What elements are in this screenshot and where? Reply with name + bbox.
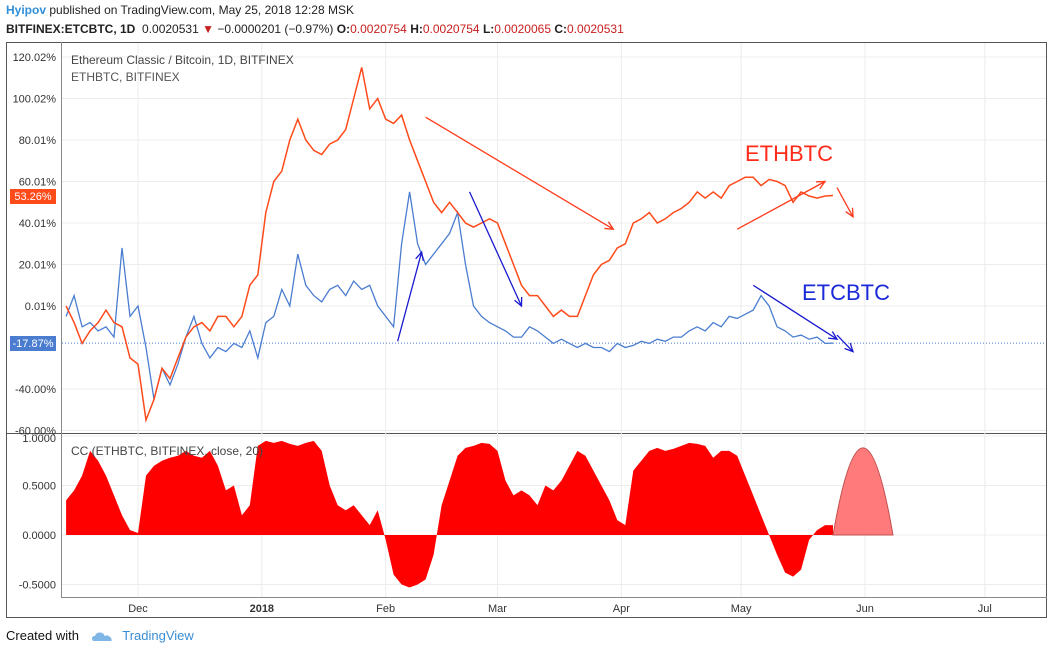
- arrowhead-icon: [845, 207, 854, 219]
- time-tick-label: 2018: [250, 603, 274, 615]
- change-arrow-icon: ▼: [202, 22, 214, 36]
- gridlines: [62, 43, 1046, 597]
- high-value: 0.0020754: [422, 22, 480, 36]
- time-tick-labels: Dec 2018 Feb Mar Apr May Jun Jul: [128, 603, 992, 615]
- price-tick-label: -60.00%: [15, 426, 56, 438]
- tradingview-cloud-icon: [91, 632, 112, 641]
- time-tick-label: Apr: [613, 603, 630, 615]
- time-tick-label: May: [731, 603, 752, 615]
- arrowhead-icon: [604, 221, 615, 230]
- ethbtc-last-value-box: [10, 189, 56, 204]
- cc-tick-label: 0.5000: [22, 481, 56, 493]
- price-tick-label: -40.00%: [15, 384, 56, 396]
- footer: Created with TradingView: [6, 628, 194, 643]
- cc-indicator-title: CC (ETHBTC, BITFINEX, close, 20): [71, 444, 263, 458]
- chart-canvas[interactable]: 120.02% 100.02% 80.01% 60.01% 40.01% 20.01% 0.…: [0, 38, 1053, 638]
- arrowhead-icon: [816, 180, 827, 190]
- price-tick-label: 20.01%: [19, 260, 57, 272]
- open-label: O:: [336, 22, 351, 36]
- arrowhead-icon: [828, 331, 839, 341]
- etcbtc-last-value: -17.87%: [13, 338, 54, 350]
- symbol-label: BITFINEX:ETCBTC, 1D: [6, 22, 136, 36]
- low-label: L:: [482, 22, 495, 36]
- cc-tick-label: 0.0000: [22, 530, 56, 542]
- change-value: −0.0000201 (−0.97%): [217, 22, 334, 36]
- time-tick-label: Dec: [128, 603, 148, 615]
- cc-area: [66, 440, 834, 588]
- price-tick-label: 0.01%: [25, 301, 56, 313]
- close-label: C:: [554, 22, 568, 36]
- ethbtc-last-value: 53.26%: [14, 191, 52, 203]
- author-name[interactable]: Hyipov: [6, 3, 47, 17]
- price-tick-label: 80.01%: [19, 135, 57, 147]
- tradingview-link[interactable]: TradingView: [122, 628, 194, 643]
- etcbtc-last-value-box: [10, 336, 56, 351]
- trend-arrow-line: [397, 251, 423, 342]
- publish-info: Hyipov published on TradingView.com, May…: [6, 3, 354, 17]
- trend-arrows: [397, 116, 855, 353]
- time-tick-label: Jul: [978, 603, 992, 615]
- cc-projection-area: [832, 447, 894, 536]
- price-value: 0.0020531: [142, 22, 199, 36]
- price-tick-label: 100.02%: [13, 94, 57, 106]
- price-tick-labels: 120.02% 100.02% 80.01% 60.01% 40.01% 20.01% 0.…: [13, 52, 57, 438]
- cc-tick-label: -0.5000: [19, 580, 56, 592]
- etcbtc-series-line: [65, 191, 834, 400]
- ethbtc-series-line: [65, 67, 834, 424]
- price-tick-label: 40.01%: [19, 218, 57, 230]
- symbol-info-bar: BITFINEX:ETCBTC, 1D 0.0020531 ▼ −0.00002…: [6, 22, 624, 36]
- etcbtc-annotation: ETCBTC: [802, 280, 890, 305]
- trend-arrow-line: [425, 116, 614, 230]
- main-chart-subtitle: ETHBTC, BITFINEX: [71, 70, 180, 84]
- trend-arrow-line: [836, 334, 854, 353]
- price-tick-label: 60.01%: [19, 177, 57, 189]
- arrowhead-icon: [844, 342, 855, 353]
- cc-tick-labels: 1.0000 0.5000 0.0000 -0.5000: [19, 433, 56, 592]
- high-label: H:: [410, 22, 423, 36]
- chart-frame: [6, 42, 1047, 618]
- time-tick-label: Mar: [488, 603, 507, 615]
- trend-arrow-line: [468, 191, 523, 307]
- low-value: 0.0020065: [494, 22, 551, 36]
- trend-arrow-line: [836, 187, 854, 218]
- cc-tick-label: 1.0000: [22, 433, 56, 445]
- time-tick-label: Jun: [856, 603, 874, 615]
- open-value: 0.0020754: [350, 22, 407, 36]
- main-chart-title: Ethereum Classic / Bitcoin, 1D, BITFINEX: [71, 53, 294, 67]
- arrowhead-icon: [514, 296, 523, 308]
- price-tick-label: 120.02%: [13, 52, 57, 64]
- arrowhead-icon: [415, 250, 424, 262]
- time-tick-label: Feb: [376, 603, 395, 615]
- created-with-label: Created with: [6, 628, 79, 643]
- trend-arrow-line: [736, 180, 826, 230]
- ethbtc-annotation: ETHBTC: [745, 141, 833, 166]
- close-value: 0.0020531: [567, 22, 624, 36]
- trend-arrow-line: [752, 284, 838, 340]
- publish-text: published on TradingView.com, May 25, 20…: [49, 3, 354, 17]
